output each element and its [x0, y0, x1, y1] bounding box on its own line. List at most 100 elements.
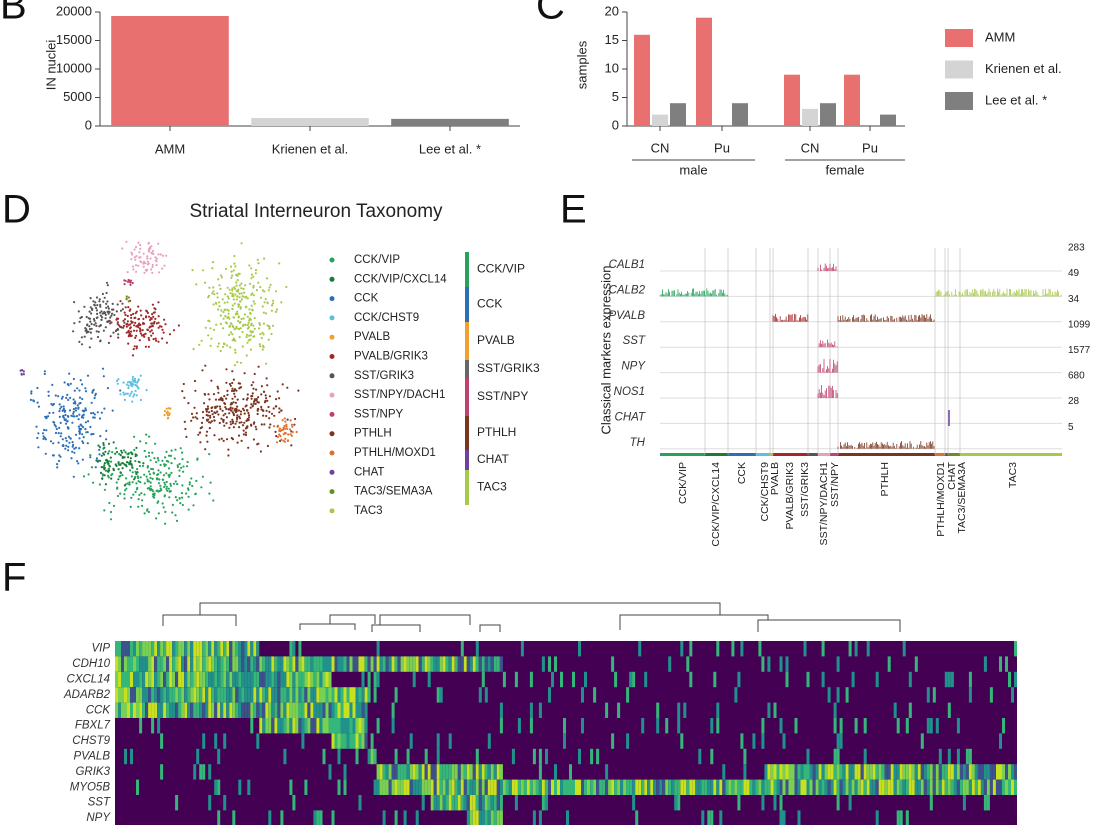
umap-point — [103, 407, 106, 410]
umap-point — [112, 441, 115, 444]
umap-point — [289, 419, 292, 422]
umap-point — [235, 389, 238, 392]
umap-point — [82, 436, 85, 439]
umap-point — [231, 287, 234, 290]
umap-point — [147, 470, 151, 473]
heatmap-cell — [493, 810, 497, 825]
heatmap-cell — [475, 779, 479, 795]
umap-point — [43, 428, 46, 432]
umap-point — [56, 463, 59, 466]
umap-point — [136, 475, 139, 478]
umap-point — [271, 302, 275, 305]
heatmap-cell — [403, 656, 407, 672]
heatmap-cell — [914, 764, 918, 780]
umap-point — [86, 374, 90, 377]
heatmap-cell — [496, 656, 500, 672]
heatmap-cell — [956, 718, 960, 734]
umap-point — [60, 432, 63, 435]
heatmap-cell — [172, 702, 176, 718]
umap-point — [223, 343, 226, 346]
umap-point — [274, 405, 277, 408]
umap-point — [239, 300, 242, 303]
group-bar — [465, 287, 469, 322]
umap-point — [62, 416, 65, 419]
type-bar — [808, 453, 818, 456]
umap-point — [133, 393, 136, 396]
umap-point — [20, 372, 23, 375]
type-bar — [705, 453, 728, 456]
umap-point — [226, 301, 229, 304]
heatmap-cell — [677, 702, 681, 718]
heatmap-cell — [136, 656, 140, 672]
heatmap-cell — [929, 779, 933, 795]
umap-point — [77, 407, 80, 410]
heatmap-cell — [962, 779, 966, 795]
heatmap-cell — [992, 764, 996, 780]
heatmap-cell — [196, 641, 200, 657]
heatmap-cell — [424, 779, 428, 795]
heatmap-cell — [475, 656, 479, 672]
heatmap-cell — [274, 656, 278, 672]
umap-point — [216, 385, 219, 388]
heatmap-cell — [193, 764, 197, 780]
heatmap-cell — [596, 779, 600, 795]
umap-point — [259, 450, 262, 453]
umap-point — [99, 435, 102, 438]
umap-point — [111, 472, 114, 476]
heatmap-cell — [376, 764, 380, 780]
umap-point — [164, 483, 167, 486]
heatmap-cell — [779, 764, 783, 780]
legend-dot — [329, 508, 335, 514]
umap-point — [222, 414, 225, 417]
umap-point — [231, 420, 235, 423]
umap-point — [147, 451, 151, 454]
umap-point — [132, 312, 135, 316]
heatmap-cell — [454, 779, 458, 795]
heatmap-cell — [716, 702, 720, 718]
type-bar — [756, 453, 770, 456]
umap-point — [111, 308, 114, 311]
heatmap-cell — [415, 779, 419, 795]
heatmap-cell — [208, 641, 212, 657]
umap-point — [231, 387, 234, 390]
scale-label: 283 — [1068, 243, 1085, 254]
heatmap-cell — [1014, 779, 1018, 795]
umap-point — [225, 438, 229, 441]
heatmap-cell — [499, 764, 503, 780]
heatmap-cell — [160, 656, 164, 672]
umap-point — [72, 398, 75, 401]
heatmap-cell — [154, 641, 158, 657]
heatmap-cell — [232, 641, 236, 657]
heatmap-cell — [433, 764, 437, 780]
umap-point — [247, 416, 251, 419]
umap-point — [127, 452, 130, 455]
umap-point — [216, 296, 219, 299]
umap-point — [52, 442, 55, 445]
heatmap-cell — [151, 671, 155, 688]
umap-point — [145, 315, 148, 318]
umap-point — [252, 300, 255, 303]
umap-point — [134, 321, 137, 324]
heatmap-cell — [496, 795, 500, 811]
umap-point — [81, 440, 84, 443]
umap-point — [163, 481, 166, 484]
heatmap-cell — [827, 687, 831, 703]
umap-point — [276, 435, 279, 438]
heatmap-cell — [421, 764, 425, 780]
umap-point — [133, 448, 136, 451]
umap-point — [145, 433, 148, 436]
umap-point — [231, 289, 234, 292]
umap-point — [115, 464, 118, 467]
heatmap-cell — [911, 779, 915, 795]
gene-label: CALB1 — [609, 259, 645, 271]
legend-label: PVALB/GRIK3 — [354, 351, 428, 363]
heatmap-cell — [581, 687, 585, 703]
heatmap-cell — [863, 748, 867, 765]
umap-point — [87, 330, 90, 333]
heatmap-cell — [352, 702, 356, 718]
heatmap-cell — [529, 718, 533, 734]
heatmap-cell — [541, 779, 545, 795]
heatmap-cell — [938, 748, 942, 765]
heatmap-cell — [572, 779, 576, 795]
heatmap-cell — [728, 779, 732, 795]
